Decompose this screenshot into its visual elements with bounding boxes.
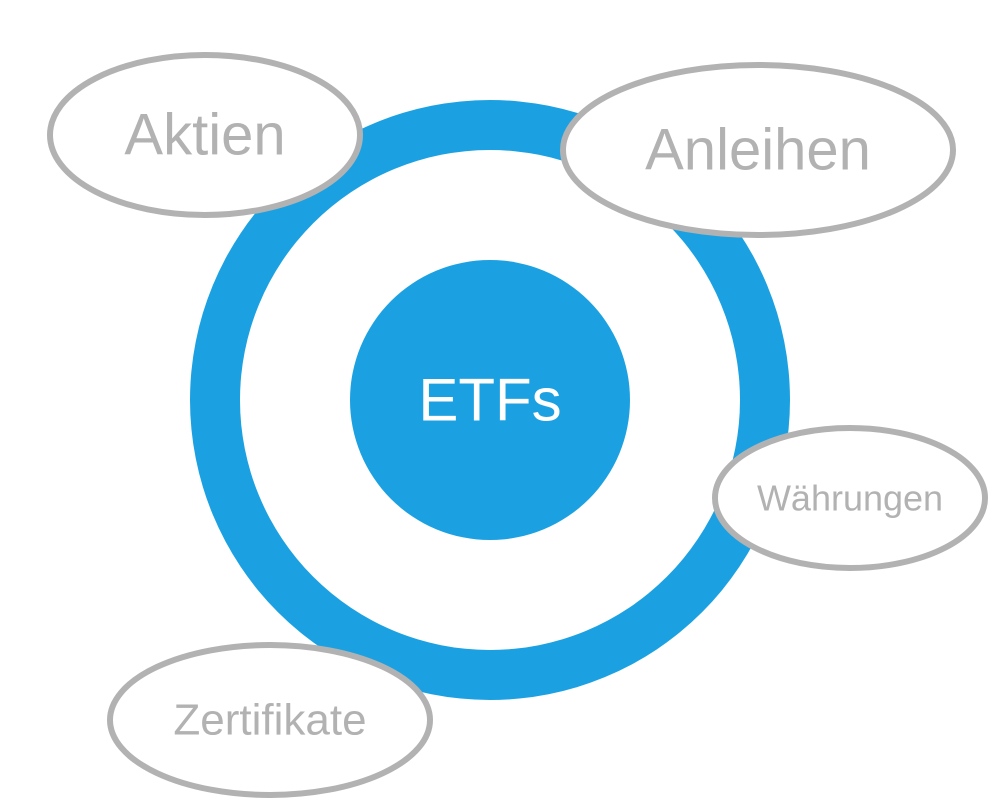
satellite-label-aktien: Aktien [124,103,285,168]
satellite-label-anleihen: Anleihen [645,118,871,183]
satellite-waehrungen: Währungen [715,428,985,568]
satellite-aktien: Aktien [50,55,360,215]
satellite-label-waehrungen: Währungen [757,478,943,519]
center-circle: ETFs [350,260,630,540]
center-label: ETFs [418,367,561,434]
satellite-anleihen: Anleihen [563,65,953,235]
satellite-zertifikate: Zertifikate [110,645,430,795]
satellite-label-zertifikate: Zertifikate [173,696,366,745]
